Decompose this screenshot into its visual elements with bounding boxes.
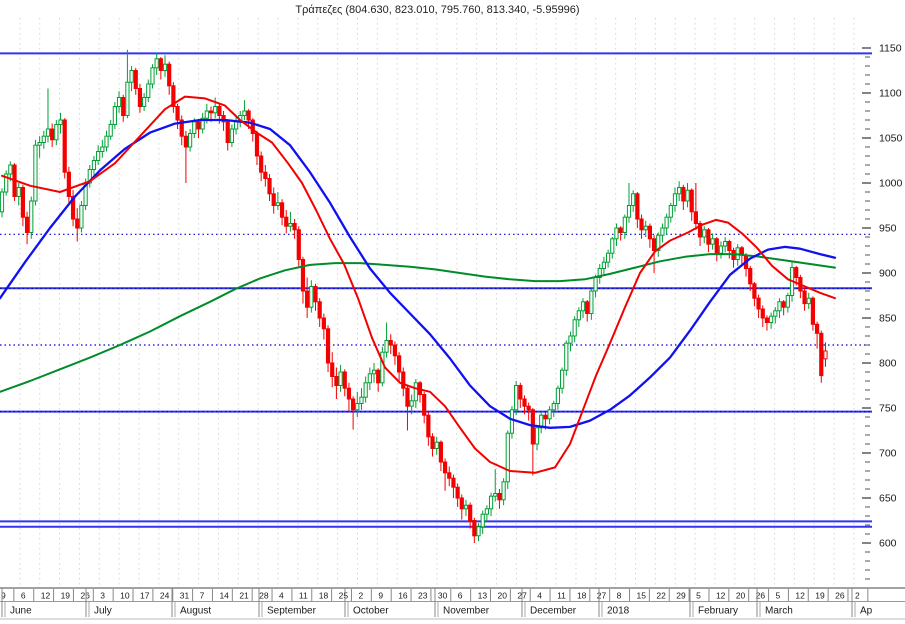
svg-text:20: 20 xyxy=(498,591,508,601)
svg-text:23: 23 xyxy=(418,591,428,601)
svg-text:12: 12 xyxy=(795,591,805,601)
svg-text:19: 19 xyxy=(61,591,71,601)
svg-text:5: 5 xyxy=(696,591,701,601)
svg-text:December: December xyxy=(530,606,577,617)
svg-text:November: November xyxy=(443,606,490,617)
svg-text:29: 29 xyxy=(676,591,686,601)
svg-text:21: 21 xyxy=(239,591,249,601)
svg-text:4: 4 xyxy=(279,591,284,601)
svg-text:6: 6 xyxy=(21,591,26,601)
svg-text:March: March xyxy=(765,606,793,617)
svg-text:12: 12 xyxy=(41,591,51,601)
svg-text:11: 11 xyxy=(299,591,308,601)
svg-text:2: 2 xyxy=(855,591,860,601)
svg-text:12: 12 xyxy=(716,591,726,601)
svg-text:5: 5 xyxy=(776,591,781,601)
svg-text:1000: 1000 xyxy=(879,178,903,190)
svg-text:700: 700 xyxy=(879,448,897,460)
svg-text:19: 19 xyxy=(815,591,825,601)
svg-text:16: 16 xyxy=(398,591,408,601)
svg-text:850: 850 xyxy=(879,313,897,325)
svg-text:2018: 2018 xyxy=(607,606,630,617)
svg-text:15: 15 xyxy=(637,591,647,601)
svg-text:26: 26 xyxy=(835,591,845,601)
svg-text:25: 25 xyxy=(339,591,349,601)
svg-text:9: 9 xyxy=(378,591,383,601)
svg-text:22: 22 xyxy=(656,591,666,601)
svg-text:2: 2 xyxy=(358,591,363,601)
svg-text:September: September xyxy=(267,606,317,617)
svg-text:26: 26 xyxy=(80,591,90,601)
svg-text:18: 18 xyxy=(577,591,587,601)
svg-text:650: 650 xyxy=(879,493,897,505)
svg-text:August: August xyxy=(180,606,211,617)
svg-text:8: 8 xyxy=(617,591,622,601)
svg-text:1150: 1150 xyxy=(879,43,902,55)
svg-text:800: 800 xyxy=(879,358,897,370)
svg-text:6: 6 xyxy=(458,591,463,601)
svg-text:4: 4 xyxy=(537,591,542,601)
svg-text:18: 18 xyxy=(319,591,329,601)
chart-title: Τράπεζες (804.630, 823.010, 795.760, 813… xyxy=(295,4,580,16)
svg-text:February: February xyxy=(698,606,738,617)
svg-text:June: June xyxy=(10,606,32,617)
svg-text:11: 11 xyxy=(557,591,566,601)
svg-text:950: 950 xyxy=(879,223,897,235)
svg-text:9: 9 xyxy=(1,591,6,601)
svg-text:October: October xyxy=(353,606,389,617)
svg-text:30: 30 xyxy=(438,591,448,601)
svg-text:31: 31 xyxy=(180,591,190,601)
svg-text:7: 7 xyxy=(200,591,205,601)
svg-text:1100: 1100 xyxy=(879,88,902,100)
svg-text:27: 27 xyxy=(597,591,607,601)
svg-text:3: 3 xyxy=(100,591,105,601)
svg-text:13: 13 xyxy=(478,591,488,601)
svg-text:24: 24 xyxy=(160,591,170,601)
svg-text:1050: 1050 xyxy=(879,133,903,145)
svg-text:28: 28 xyxy=(259,591,269,601)
svg-text:10: 10 xyxy=(120,591,130,601)
svg-text:900: 900 xyxy=(879,268,897,280)
svg-text:20: 20 xyxy=(736,591,746,601)
svg-text:17: 17 xyxy=(140,591,150,601)
svg-text:14: 14 xyxy=(219,591,229,601)
svg-text:July: July xyxy=(94,606,112,617)
svg-text:26: 26 xyxy=(756,591,766,601)
svg-text:750: 750 xyxy=(879,403,897,415)
svg-text:Ap: Ap xyxy=(860,606,873,617)
svg-text:600: 600 xyxy=(879,538,897,550)
